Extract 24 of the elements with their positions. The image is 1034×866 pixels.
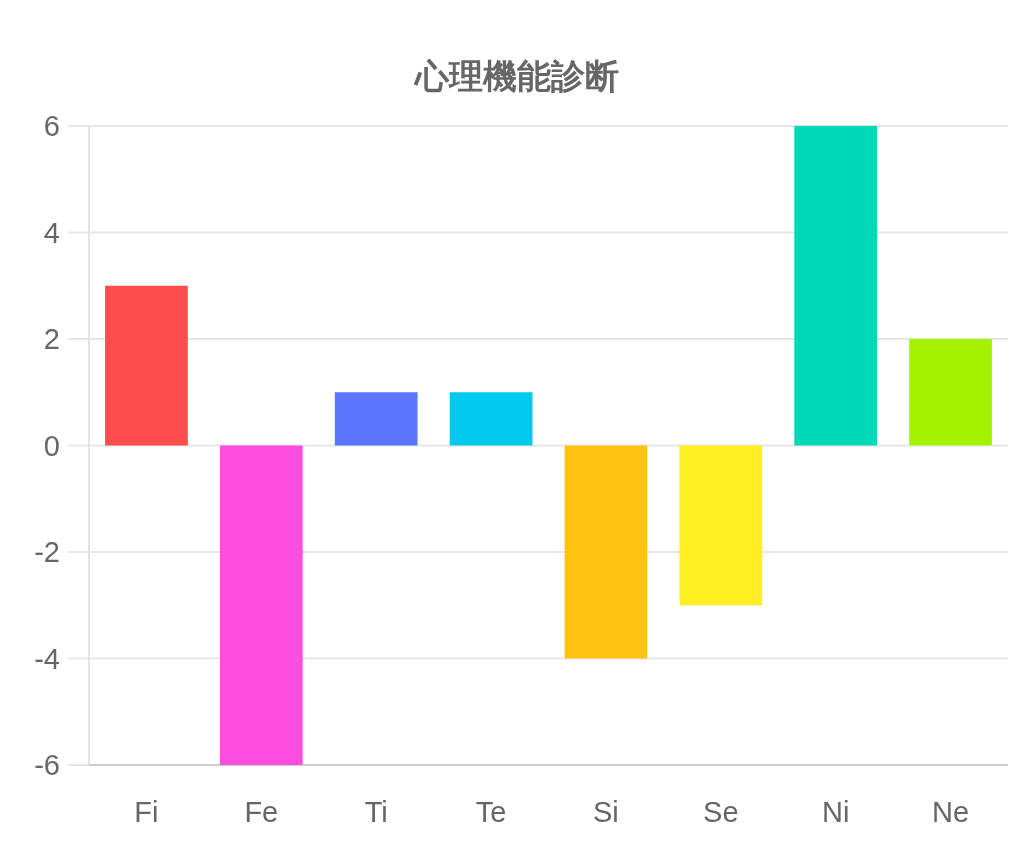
y-tick-label: 6 [43,110,60,142]
bar [564,445,648,659]
y-tick-label: 2 [43,323,60,355]
x-tick-label: Fi [134,796,159,828]
y-tick-label: -4 [34,642,60,675]
x-tick-label: Ni [821,796,850,828]
y-tick-label: 0 [43,429,60,462]
chart-title: 心理機能診断 [413,57,619,95]
bar [105,285,188,446]
x-tick-label: Fe [244,796,279,828]
y-tick-label: -6 [34,749,60,781]
x-tick-label: Ne [932,796,970,828]
x-tick-label: Se [703,796,739,828]
bar [679,445,763,606]
bar [449,392,533,446]
x-tick-label: Si [593,796,619,828]
x-tick-label: Te [475,796,507,828]
bar [334,392,418,446]
x-tick-label: Ti [364,796,388,828]
bar [219,445,303,765]
bar [794,126,878,446]
y-tick-label: -2 [34,536,60,568]
y-tick-label: 4 [43,216,60,249]
bar [909,339,992,446]
